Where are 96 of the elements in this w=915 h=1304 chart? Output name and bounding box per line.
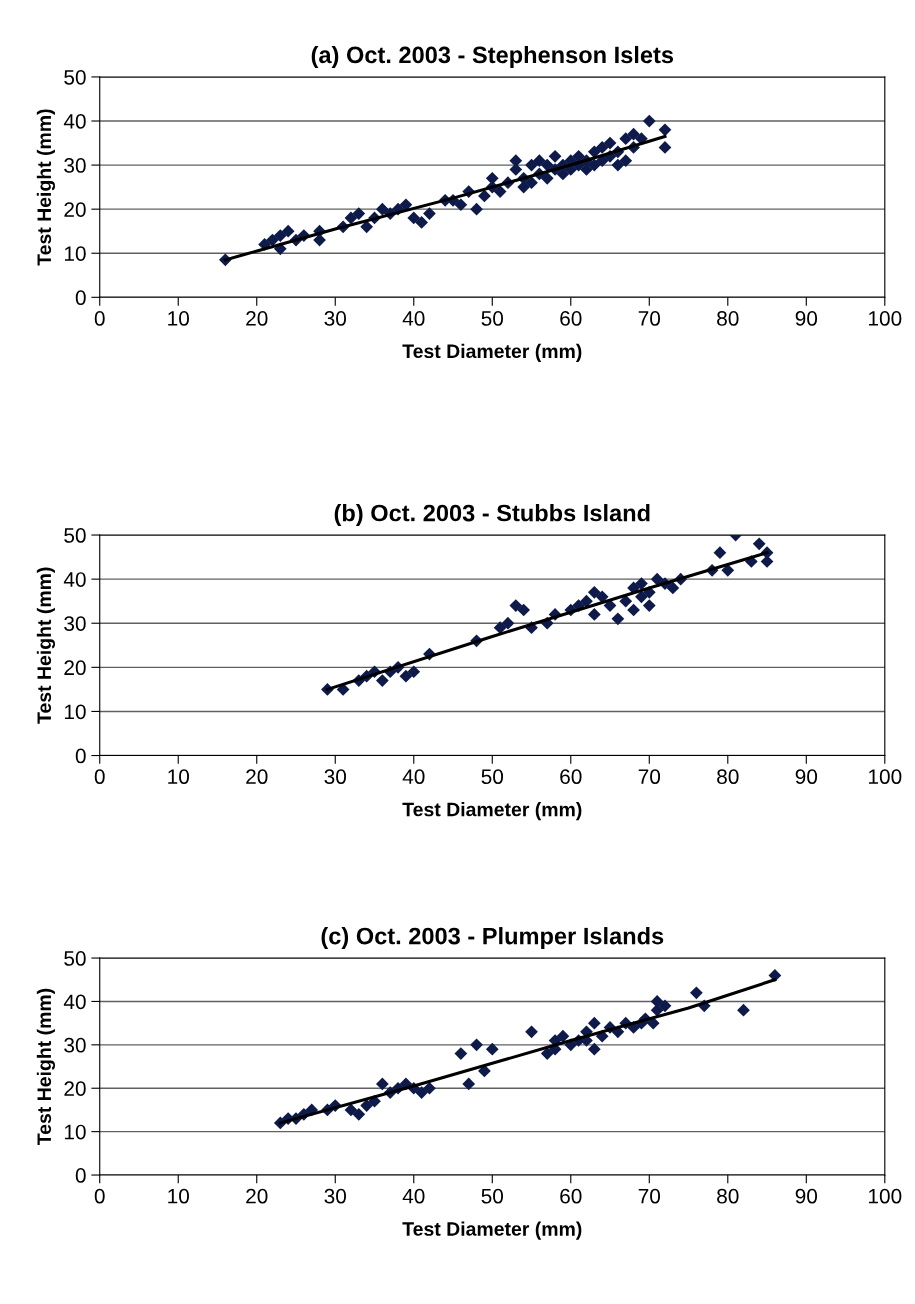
x-tick-label: 90 <box>795 311 818 326</box>
point <box>525 1025 538 1039</box>
point <box>658 999 672 1013</box>
point <box>509 599 523 612</box>
x-tick-label: 20 <box>246 311 268 326</box>
point <box>650 995 664 1008</box>
point <box>399 669 413 683</box>
point <box>752 537 766 551</box>
point <box>580 594 593 608</box>
point <box>635 577 648 590</box>
x-tick-label: 10 <box>168 1188 190 1204</box>
x-tick-label: 80 <box>717 1188 739 1204</box>
x-tick-label: 40 <box>402 769 425 785</box>
y-tick-label: 30 <box>64 158 86 173</box>
y-tick-label: 50 <box>64 69 86 85</box>
y-tick-label: 0 <box>75 1168 86 1183</box>
x-tick-label: 40 <box>402 1188 425 1204</box>
point <box>587 608 601 621</box>
chart-title: (c) Oct. 2003 - Plumper Islands <box>321 927 664 950</box>
point <box>619 594 633 608</box>
x-tick-label: 30 <box>324 769 347 785</box>
y-tick-label: 10 <box>64 1124 86 1140</box>
x-tick-label: 0 <box>94 1188 105 1204</box>
x-tick-label: 20 <box>246 1188 268 1204</box>
y-tick-label: 40 <box>63 572 86 587</box>
x-tick-label: 50 <box>481 1188 504 1204</box>
x-tick-label: 70 <box>638 311 661 326</box>
point <box>501 616 515 630</box>
x-tick-label: 100 <box>869 769 902 785</box>
point <box>587 586 601 599</box>
x-tick-label: 0 <box>94 311 105 326</box>
point <box>611 612 625 626</box>
point <box>485 1042 499 1056</box>
y-tick-label: 50 <box>64 951 86 966</box>
point <box>642 599 656 612</box>
x-tick-label: 90 <box>795 1188 818 1204</box>
y-axis-title: Test Height (mm) <box>36 567 56 724</box>
x-tick-label: 90 <box>795 769 818 785</box>
x-tick-label: 50 <box>481 769 504 785</box>
point <box>454 1047 468 1060</box>
y-axis-title: Test Height (mm) <box>36 988 56 1145</box>
y-tick-label: 20 <box>64 660 86 676</box>
chart-title: (a) Oct. 2003 - Stephenson Islets <box>311 45 674 68</box>
x-tick-label: 80 <box>717 769 739 785</box>
y-tick-label: 30 <box>64 616 86 631</box>
x-axis-title: Test Diameter (mm) <box>402 343 582 362</box>
x-tick-label: 0 <box>94 769 105 785</box>
point <box>721 563 735 577</box>
point <box>376 674 389 687</box>
y-tick-label: 10 <box>64 704 86 720</box>
x-tick-label: 60 <box>560 311 582 326</box>
point <box>376 1077 389 1091</box>
y-tick-label: 40 <box>63 994 86 1010</box>
point <box>360 1099 374 1112</box>
x-tick-label: 70 <box>638 769 661 785</box>
point <box>666 581 680 595</box>
x-tick-label: 10 <box>168 311 190 326</box>
x-tick-label: 30 <box>324 1188 347 1204</box>
point <box>556 1029 570 1043</box>
y-tick-label: 30 <box>64 1037 86 1053</box>
point <box>352 1107 366 1121</box>
point <box>493 621 507 635</box>
y-axis-title: Test Height (mm) <box>36 109 56 266</box>
y-tick-label: 0 <box>75 290 86 306</box>
point <box>690 986 703 1000</box>
x-tick-label: 50 <box>481 311 504 326</box>
x-tick-label: 60 <box>560 769 582 785</box>
point <box>407 665 421 679</box>
x-tick-label: 60 <box>560 1188 582 1204</box>
y-tick-label: 0 <box>75 748 86 764</box>
point <box>462 1077 476 1091</box>
y-tick-label: 10 <box>64 246 86 261</box>
chart-title: (b) Oct. 2003 - Stubbs Island <box>334 504 650 527</box>
point <box>646 1016 660 1030</box>
x-tick-label: 20 <box>246 769 268 785</box>
point <box>470 1038 483 1052</box>
x-tick-label: 30 <box>324 311 347 326</box>
x-tick-label: 10 <box>168 769 190 785</box>
x-tick-label: 100 <box>869 1188 902 1204</box>
point <box>423 1081 436 1095</box>
point <box>713 546 727 560</box>
y-tick-label: 50 <box>64 528 86 543</box>
x-tick-label: 70 <box>638 1188 661 1204</box>
x-tick-label: 40 <box>402 311 425 326</box>
x-tick-label: 100 <box>869 311 902 326</box>
point <box>344 1103 358 1117</box>
y-tick-label: 20 <box>64 1081 86 1096</box>
point <box>587 1042 601 1056</box>
x-axis-title: Test Diameter (mm) <box>402 1221 582 1240</box>
point <box>517 603 531 617</box>
x-axis-title: Test Diameter (mm) <box>402 802 582 821</box>
y-tick-label: 20 <box>64 202 86 217</box>
point <box>415 1086 428 1099</box>
y-tick-label: 40 <box>63 114 86 129</box>
point <box>587 1016 601 1030</box>
x-tick-label: 80 <box>717 311 739 326</box>
